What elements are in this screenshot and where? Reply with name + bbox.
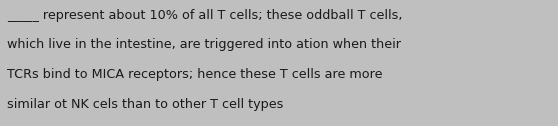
Text: TCRs bind to MICA receptors; hence these T cells are more: TCRs bind to MICA receptors; hence these… [7,68,382,81]
Text: similar ot NK cels than to other T cell types: similar ot NK cels than to other T cell … [7,98,283,111]
Text: which live in the intestine, are triggered into ation when their: which live in the intestine, are trigger… [7,38,401,51]
Text: _____ represent about 10% of all T cells; these oddball T cells,: _____ represent about 10% of all T cells… [7,9,402,22]
